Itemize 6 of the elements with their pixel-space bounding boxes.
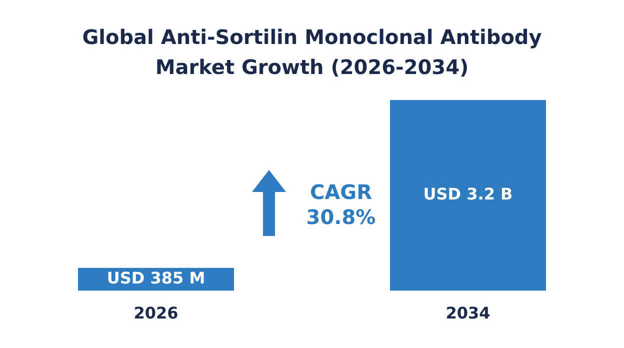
data-label: USD 3.2 B bbox=[423, 184, 513, 204]
x-tick-label: 2034 bbox=[446, 304, 490, 323]
chart-title: Global Anti-Sortilin Monoclonal Antibody Market Growth (2026-2034) bbox=[81, 24, 543, 81]
data-label: USD 385 M bbox=[106, 268, 206, 288]
x-tick-label: 2026 bbox=[134, 304, 178, 323]
annotation: CAGR 30.8% bbox=[305, 180, 377, 230]
